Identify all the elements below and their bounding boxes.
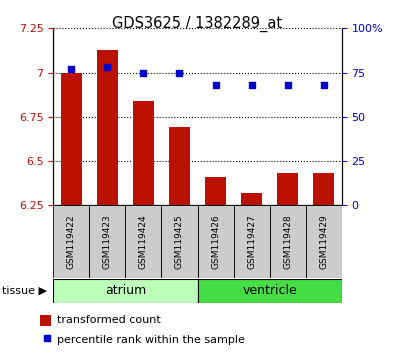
Bar [53, 279, 198, 303]
Bar [277, 173, 299, 205]
Text: GDS3625 / 1382289_at: GDS3625 / 1382289_at [113, 16, 282, 32]
Text: GSM119422: GSM119422 [67, 214, 76, 269]
Bar [97, 50, 118, 205]
Text: percentile rank within the sample: percentile rank within the sample [57, 335, 245, 345]
Text: ventricle: ventricle [242, 284, 297, 297]
Text: GSM119429: GSM119429 [319, 214, 328, 269]
Bar [205, 177, 226, 205]
Bar [162, 205, 198, 278]
Bar [313, 173, 335, 205]
Bar [306, 205, 342, 278]
Text: GSM119427: GSM119427 [247, 214, 256, 269]
Text: GSM119424: GSM119424 [139, 214, 148, 269]
Bar [198, 279, 342, 303]
Text: transformed count: transformed count [57, 315, 161, 325]
Text: GSM119426: GSM119426 [211, 214, 220, 269]
Point [104, 64, 111, 70]
Point [68, 66, 75, 72]
Bar [53, 205, 89, 278]
Point [320, 82, 327, 88]
Bar [169, 127, 190, 205]
Point [248, 82, 255, 88]
Bar [89, 205, 126, 278]
Text: atrium: atrium [105, 284, 146, 297]
Point [213, 82, 219, 88]
Bar [198, 205, 233, 278]
Point [176, 70, 182, 75]
Text: tissue ▶: tissue ▶ [2, 286, 47, 296]
Bar [126, 205, 162, 278]
Bar [270, 205, 306, 278]
Bar [60, 73, 82, 205]
Bar [241, 193, 262, 205]
Text: GSM119423: GSM119423 [103, 214, 112, 269]
Point [284, 82, 291, 88]
Bar [133, 101, 154, 205]
Bar [233, 205, 270, 278]
Text: GSM119425: GSM119425 [175, 214, 184, 269]
Text: GSM119428: GSM119428 [283, 214, 292, 269]
Point [140, 70, 147, 75]
Point [116, 271, 122, 276]
